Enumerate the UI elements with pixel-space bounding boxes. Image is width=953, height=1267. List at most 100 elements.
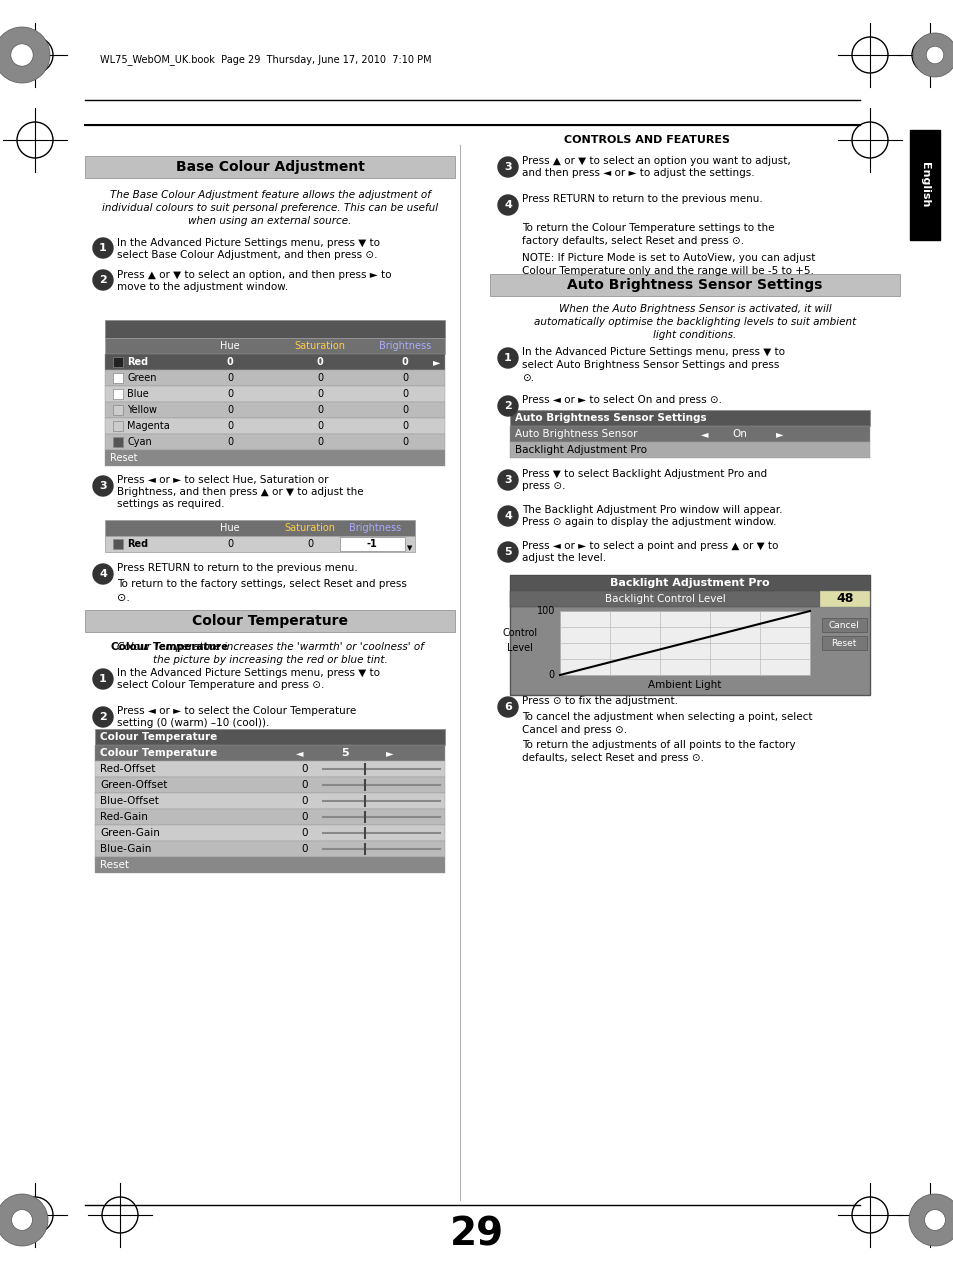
Bar (95, 810, 444, 825)
Text: select Auto Brightness Sensor Settings and press: select Auto Brightness Sensor Settings a… (521, 360, 779, 370)
Text: 4: 4 (503, 200, 512, 210)
Bar (95, 777, 444, 793)
FancyBboxPatch shape (105, 435, 444, 450)
Text: 0: 0 (227, 357, 233, 367)
Circle shape (92, 476, 112, 495)
Text: select Colour Temperature and press ⊙.: select Colour Temperature and press ⊙. (117, 680, 324, 691)
Text: -1: -1 (366, 538, 377, 549)
Text: 4: 4 (99, 569, 107, 579)
Text: To return to the factory settings, select Reset and press: To return to the factory settings, selec… (117, 579, 406, 589)
Text: Press RETURN to return to the previous menu.: Press RETURN to return to the previous m… (521, 194, 762, 204)
Text: 0: 0 (316, 405, 323, 416)
Text: 3: 3 (503, 162, 511, 172)
Text: 0: 0 (401, 437, 408, 447)
Text: WL75_WebOM_UK.book  Page 29  Thursday, June 17, 2010  7:10 PM: WL75_WebOM_UK.book Page 29 Thursday, Jun… (100, 54, 431, 66)
Text: Cancel: Cancel (828, 621, 859, 630)
FancyBboxPatch shape (490, 274, 899, 296)
Circle shape (497, 195, 517, 215)
Text: Brightness, and then press ▲ or ▼ to adjust the: Brightness, and then press ▲ or ▼ to adj… (117, 487, 363, 497)
Text: 6: 6 (503, 702, 512, 712)
Text: Green: Green (127, 372, 156, 383)
Text: 1: 1 (99, 674, 107, 684)
Text: when using an external source.: when using an external source. (188, 215, 352, 226)
Bar (820, 590, 869, 607)
Text: ⊙.: ⊙. (117, 593, 130, 603)
Text: ◄: ◄ (296, 748, 303, 758)
Text: Backlight Adjustment Pro: Backlight Adjustment Pro (610, 578, 769, 588)
FancyBboxPatch shape (909, 131, 939, 239)
Text: On: On (732, 430, 746, 438)
Text: Colour Temperature: Colour Temperature (100, 732, 217, 742)
Text: 0: 0 (227, 538, 233, 549)
Text: 2: 2 (503, 400, 512, 411)
Text: Reset: Reset (100, 860, 129, 870)
FancyBboxPatch shape (85, 609, 455, 632)
FancyBboxPatch shape (105, 353, 444, 370)
Text: Cancel and press ⊙.: Cancel and press ⊙. (521, 725, 626, 735)
Text: Brightness: Brightness (378, 341, 431, 351)
Text: ►: ► (386, 748, 394, 758)
Text: Press ▲ or ▼ to select an option, and then press ► to: Press ▲ or ▼ to select an option, and th… (117, 270, 391, 280)
Bar (510, 442, 869, 457)
Text: 0: 0 (401, 372, 408, 383)
Text: ◄: ◄ (700, 430, 708, 438)
Circle shape (497, 697, 517, 717)
Text: 29: 29 (450, 1216, 503, 1254)
Text: Green-Gain: Green-Gain (100, 829, 160, 837)
FancyBboxPatch shape (105, 450, 444, 466)
Text: Colour Temperature: Colour Temperature (100, 748, 217, 758)
Circle shape (0, 1194, 48, 1245)
Bar (95, 841, 444, 856)
Text: adjust the level.: adjust the level. (521, 552, 605, 563)
Text: and then press ◄ or ► to adjust the settings.: and then press ◄ or ► to adjust the sett… (521, 169, 754, 177)
Circle shape (925, 46, 943, 63)
FancyBboxPatch shape (105, 386, 444, 402)
Bar (112, 405, 123, 416)
Text: 0: 0 (316, 389, 323, 399)
Circle shape (497, 157, 517, 177)
Bar (821, 636, 866, 650)
Text: 48: 48 (836, 593, 853, 606)
Bar (112, 421, 123, 431)
Bar (510, 426, 869, 442)
Text: To return the adjustments of all points to the factory: To return the adjustments of all points … (521, 740, 795, 750)
Text: Auto Brightness Sensor Settings: Auto Brightness Sensor Settings (515, 413, 706, 423)
Text: Hue: Hue (220, 523, 239, 533)
Text: move to the adjustment window.: move to the adjustment window. (117, 283, 288, 291)
Text: 0: 0 (401, 389, 408, 399)
Bar (821, 618, 866, 632)
Text: Backlight Adjustment Pro: Backlight Adjustment Pro (515, 445, 646, 455)
Circle shape (497, 542, 517, 563)
Text: To cancel the adjustment when selecting a point, select: To cancel the adjustment when selecting … (521, 712, 812, 722)
Text: 0: 0 (316, 421, 323, 431)
Text: light conditions.: light conditions. (653, 329, 736, 340)
Text: 5: 5 (341, 748, 349, 758)
Text: Press ◄ or ► to select On and press ⊙.: Press ◄ or ► to select On and press ⊙. (521, 395, 721, 405)
FancyBboxPatch shape (105, 321, 444, 338)
Text: press ⊙.: press ⊙. (521, 481, 565, 492)
Bar (95, 761, 444, 777)
Text: Red: Red (127, 357, 148, 367)
FancyBboxPatch shape (105, 338, 444, 353)
Text: defaults, select Reset and press ⊙.: defaults, select Reset and press ⊙. (521, 753, 703, 763)
Text: 3: 3 (503, 475, 511, 485)
Text: individual colours to suit personal preference. This can be useful: individual colours to suit personal pref… (102, 203, 437, 213)
Text: factory defaults, select Reset and press ⊙.: factory defaults, select Reset and press… (521, 236, 743, 246)
Text: Saturation: Saturation (284, 523, 335, 533)
Circle shape (497, 348, 517, 367)
Text: Press ◄ or ► to select Hue, Saturation or: Press ◄ or ► to select Hue, Saturation o… (117, 475, 328, 485)
Bar (95, 825, 444, 841)
Text: 0: 0 (401, 405, 408, 416)
Text: Brightness: Brightness (349, 523, 400, 533)
Bar (112, 372, 123, 383)
Bar (95, 856, 444, 873)
Text: In the Advanced Picture Settings menu, press ▼ to: In the Advanced Picture Settings menu, p… (117, 668, 379, 678)
Text: When the Auto Brightness Sensor is activated, it will: When the Auto Brightness Sensor is activ… (558, 304, 830, 314)
Text: 1: 1 (99, 243, 107, 253)
Text: Reset: Reset (830, 639, 856, 647)
Text: 2: 2 (99, 712, 107, 722)
Text: Level: Level (507, 642, 533, 653)
Text: 0: 0 (301, 844, 308, 854)
FancyBboxPatch shape (105, 402, 444, 418)
FancyBboxPatch shape (85, 156, 455, 177)
